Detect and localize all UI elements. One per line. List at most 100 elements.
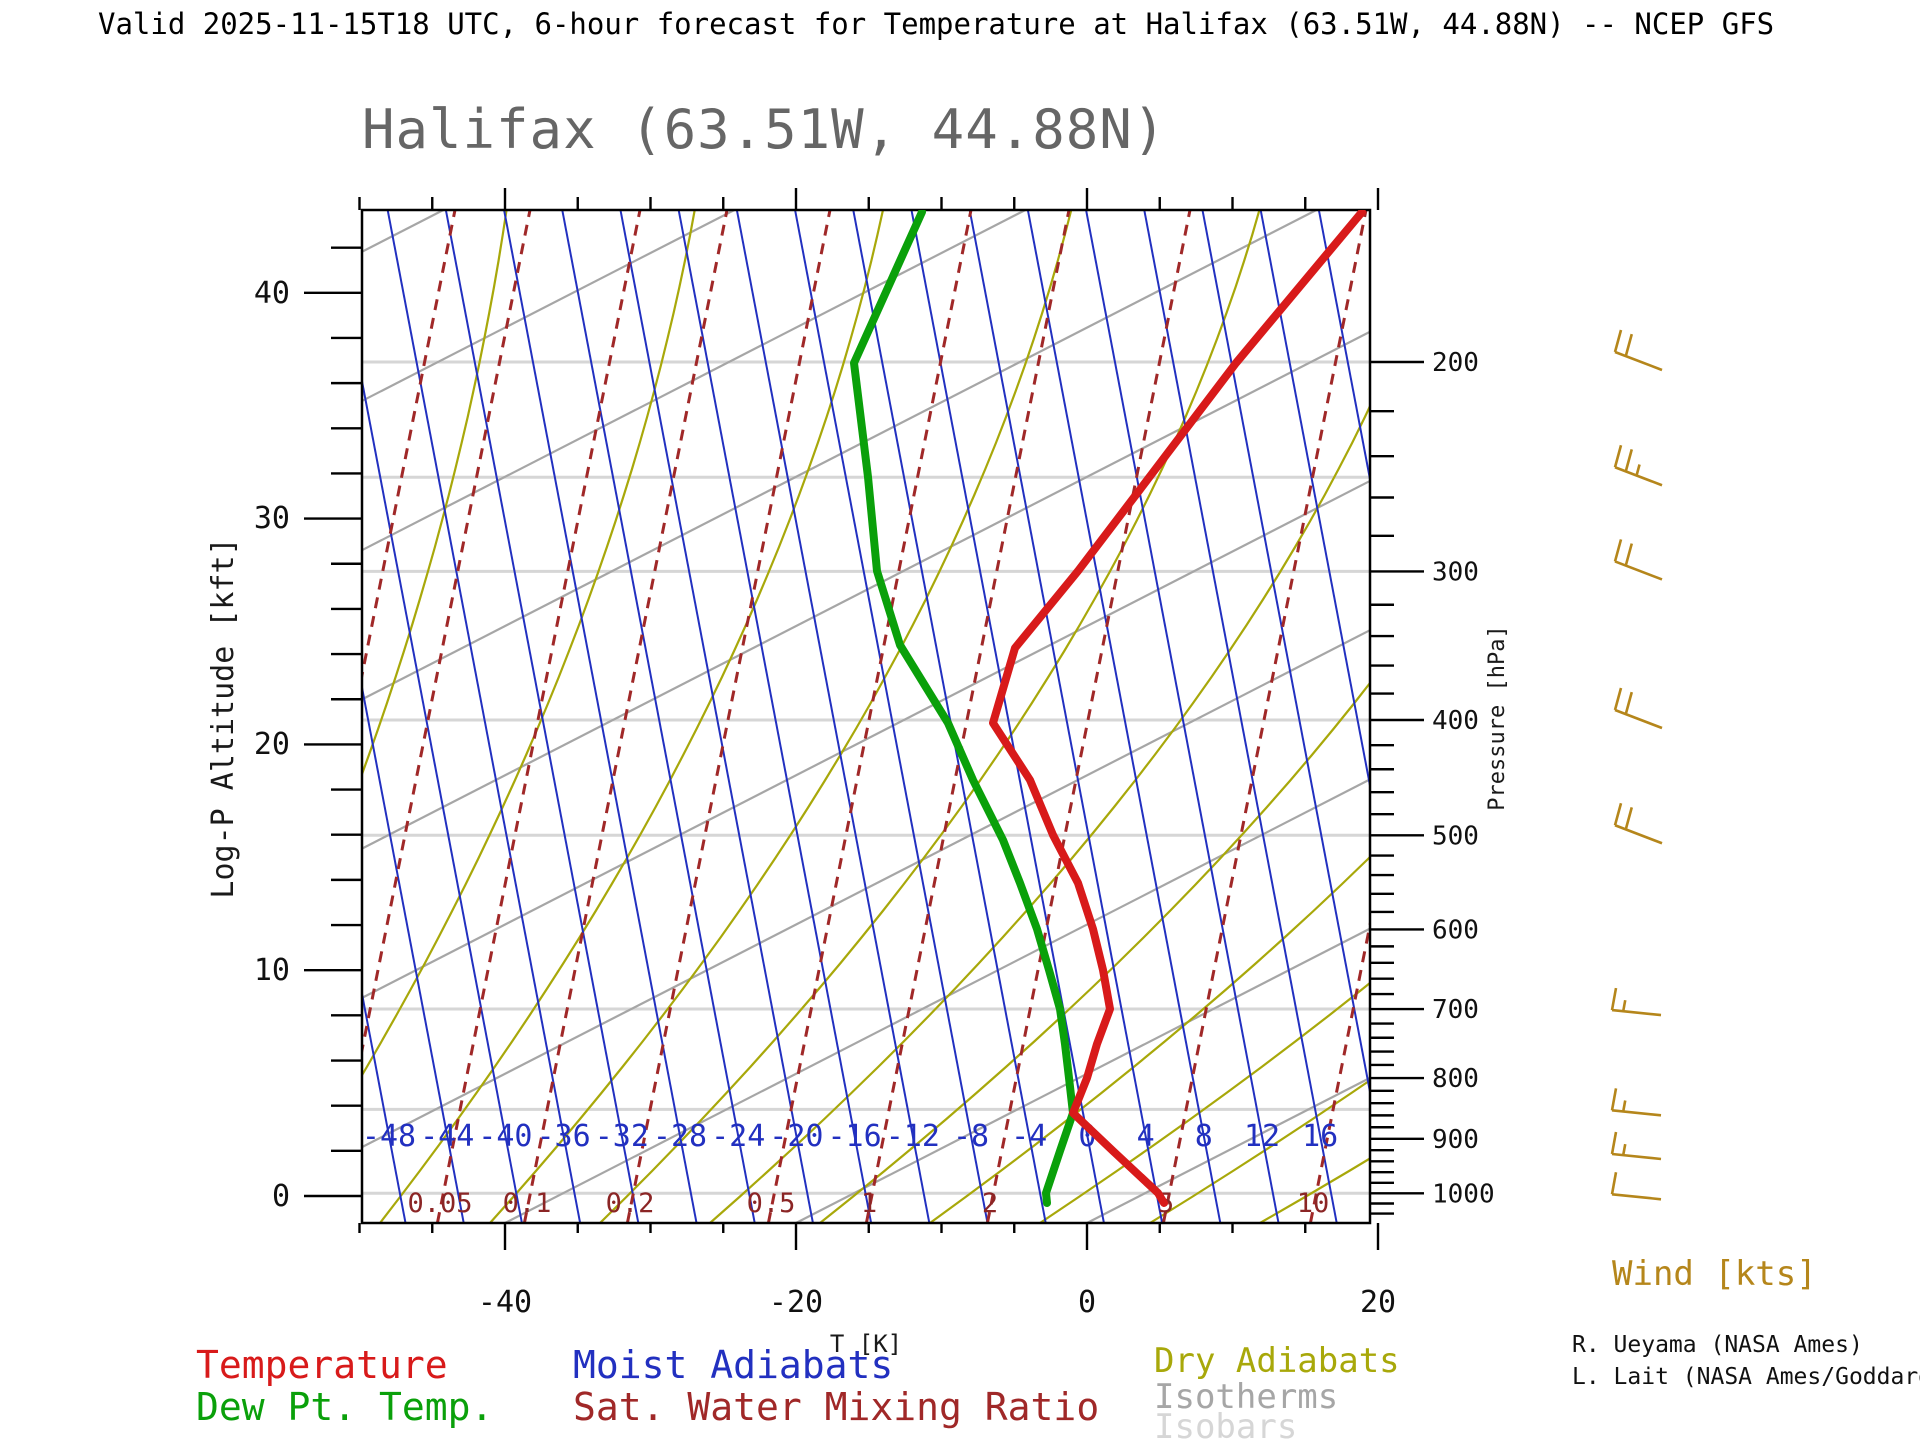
- x-tick-label: -40: [478, 1285, 532, 1320]
- moist-adiabat-line: [1317, 210, 1370, 485]
- pressure-tick-label: 800: [1432, 1064, 1479, 1094]
- barb-staff: [1611, 1192, 1662, 1201]
- kft-tick-label: 0: [272, 1179, 290, 1214]
- barb-full: [1610, 1131, 1618, 1155]
- mixing-ratio-line: [864, 210, 1071, 1223]
- isotherm-line: [362, 210, 735, 403]
- mixing-ratio-value-label: 10: [1297, 1188, 1330, 1219]
- wind-barbs: [1610, 329, 1663, 1201]
- x-tick-label: 20: [1360, 1285, 1396, 1320]
- moist-adiabat-line: [1026, 210, 1222, 1223]
- dry-adiabat-line: [599, 210, 1261, 1223]
- y-axis-left-title: Log-P Altitude [kft]: [206, 537, 241, 898]
- kft-tick-label: 20: [254, 727, 290, 762]
- moist-adiabat-line: [794, 210, 989, 1223]
- pressure-tick-label: 400: [1432, 706, 1479, 736]
- barb-half: [1635, 464, 1641, 476]
- wind-barb-850: [1610, 1088, 1662, 1117]
- pressure-tick-label: 900: [1432, 1125, 1479, 1155]
- barb-full: [1624, 449, 1634, 472]
- isotherm-line: [362, 330, 1370, 850]
- moist-adiabat-line: [1201, 210, 1370, 1098]
- moist-adiabat-line: [1259, 210, 1370, 791]
- barb-staff: [1614, 708, 1663, 730]
- barb-full: [1624, 807, 1634, 830]
- barb-full: [1624, 543, 1634, 566]
- moist-adiabat-line: [852, 210, 1047, 1223]
- isobar-lines: [362, 360, 1370, 1195]
- pressure-tick-label: 700: [1432, 995, 1479, 1025]
- moist-adiabat-value-label: -16: [828, 1119, 882, 1154]
- legend-sat-water-mixing-ratio: Sat. Water Mixing Ratio: [573, 1385, 1099, 1429]
- mixing-ratio-lines: [362, 210, 1370, 1223]
- mixing-ratio-line: [985, 210, 1192, 1223]
- legend-moist-adiabats: Moist Adiabats: [573, 1343, 893, 1387]
- in-plot-labels: -48 -44 -40 -36 -32 -28 -24 -20 -16 -12 -8 -4 0 4 8 12 1…: [362, 1119, 1338, 1219]
- barb-staff: [1611, 1008, 1662, 1017]
- legend-isotherms: Isotherms: [1154, 1377, 1338, 1417]
- moist-adiabat-value-label: -12: [886, 1119, 940, 1154]
- legend-dewpoint: Dew Pt. Temp.: [196, 1385, 493, 1429]
- legend-dry-adiabats: Dry Adiabats: [1154, 1341, 1400, 1381]
- moist-adiabat-value-label: 4: [1137, 1119, 1155, 1154]
- mixing-ratio-line: [1161, 210, 1368, 1223]
- axis-ticks: [304, 188, 1424, 1250]
- wind-units-label: Wind [kts]: [1612, 1254, 1817, 1294]
- moist-adiabat-value-label: 12: [1244, 1119, 1280, 1154]
- wind-barb-1000: [1610, 1172, 1662, 1201]
- mixing-ratio-line: [1308, 917, 1370, 1223]
- moist-adiabat-line: [444, 210, 640, 1223]
- mixing-ratio-line: [435, 210, 642, 1223]
- moist-adiabat-value-label: 16: [1302, 1119, 1338, 1154]
- moist-adiabat-line: [677, 210, 873, 1223]
- moist-adiabat-value-label: -40: [478, 1119, 532, 1154]
- barb-staff: [1614, 350, 1663, 372]
- barb-full: [1613, 539, 1623, 562]
- x-axis-title: T [K]: [830, 1330, 902, 1358]
- mixing-ratio-value-label: 1: [861, 1188, 877, 1219]
- page-title: Valid 2025-11-15T18 UTC, 6-hour forecast…: [98, 7, 1774, 41]
- x-tick-label: 0: [1078, 1285, 1096, 1320]
- mixing-ratio-line: [625, 210, 832, 1223]
- barb-staff: [1611, 1152, 1662, 1161]
- mixing-ratio-value-label: 2: [982, 1188, 998, 1219]
- kft-tick-label: 10: [254, 953, 290, 988]
- moist-adiabat-line: [619, 210, 814, 1223]
- moist-adiabat-value-label: -36: [537, 1119, 591, 1154]
- barb-staff: [1611, 1109, 1662, 1117]
- credit-line-2: L. Lait (NASA Ames/Goddard): [1572, 1364, 1920, 1390]
- moist-adiabat-value-label: -28: [653, 1119, 707, 1154]
- mixing-ratio-value-label: 0.5: [747, 1188, 796, 1219]
- dry-adiabat-line: [379, 210, 885, 1223]
- isotherm-line: [504, 778, 1370, 1223]
- wind-barb-300: [1613, 539, 1663, 581]
- isotherm-line: [795, 927, 1370, 1223]
- moist-adiabat-value-label: -20: [769, 1119, 823, 1154]
- axis-tick-labels: -40 -20 0 200102030402003004005006007008009…: [254, 276, 1495, 1320]
- moist-adiabat-line: [561, 210, 756, 1223]
- temperature-curve: [989, 210, 1366, 1207]
- legend-isobars: Isobars: [1154, 1407, 1297, 1440]
- moist-adiabat-line: [910, 210, 1105, 1223]
- barb-staff: [1614, 560, 1663, 581]
- moist-adiabat-line: [362, 682, 465, 1223]
- wind-barb-700: [1610, 987, 1662, 1017]
- barb-half: [1621, 999, 1627, 1012]
- dewpoint-curve: [850, 210, 1077, 1207]
- kft-tick-label: 40: [254, 276, 290, 311]
- wind-barb-200: [1613, 329, 1663, 372]
- mixing-ratio-line: [522, 210, 729, 1223]
- legend-temperature: Temperature: [196, 1343, 448, 1387]
- barb-half: [1621, 1143, 1627, 1156]
- moist-adiabat-value-label: 8: [1195, 1119, 1213, 1154]
- barb-staff: [1614, 466, 1663, 487]
- isotherm-line: [362, 210, 1317, 701]
- mixing-ratio-line: [362, 210, 532, 1058]
- barb-full: [1613, 329, 1623, 353]
- credit-line-1: R. Ueyama (NASA Ames): [1572, 1332, 1863, 1358]
- moist-adiabat-line: [735, 210, 931, 1223]
- barb-full: [1624, 333, 1634, 357]
- moist-adiabat-line: [968, 210, 1164, 1223]
